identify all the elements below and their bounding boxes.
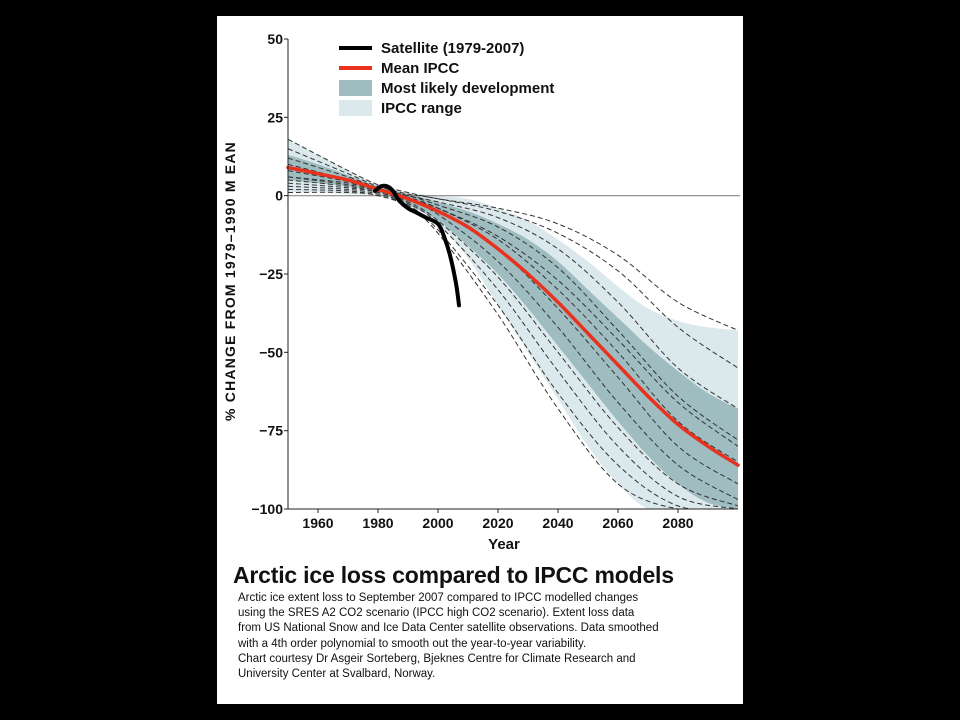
x-tick-label: 2060 <box>602 515 633 531</box>
y-axis-title: % CHANGE FROM 1979–1990 M EAN <box>222 141 238 421</box>
model-line-8 <box>288 182 738 507</box>
y-tick-label: −75 <box>259 423 283 439</box>
caption-body: Arctic ice extent loss to September 2007… <box>238 592 659 681</box>
model-line-11 <box>288 191 738 509</box>
y-tick-label: −50 <box>259 344 283 360</box>
x-tick-label: 2000 <box>422 515 453 531</box>
x-tick-label: 2020 <box>482 515 513 531</box>
x-tick-label: 1980 <box>362 515 393 531</box>
legend-label: Satellite (1979-2007) <box>381 40 524 57</box>
model-line-9 <box>288 185 738 509</box>
most-likely-band <box>288 154 738 509</box>
legend-swatch-patch <box>339 80 372 96</box>
x-tick-label: 1960 <box>302 515 333 531</box>
caption-title: Arctic ice loss compared to IPCC models <box>233 562 674 588</box>
legend-label: Most likely development <box>381 80 554 97</box>
y-tick-label: 0 <box>275 188 283 204</box>
legend-label: Mean IPCC <box>381 60 460 77</box>
x-tick-label: 2040 <box>542 515 573 531</box>
x-tick-label: 2080 <box>662 515 693 531</box>
y-tick-label: 25 <box>267 109 283 125</box>
y-tick-label: −100 <box>251 501 283 517</box>
model-line-2 <box>288 148 738 369</box>
mean-ipcc-line <box>286 165 740 467</box>
satellite-line <box>373 183 461 308</box>
figure-panel: 50 25 0 −25 −50 −75 −100 1960 1980 2000 2020 2040 20… <box>217 16 743 704</box>
y-tick-label: 50 <box>267 31 283 47</box>
ice-loss-chart: 50 25 0 −25 −50 −75 −100 1960 1980 2000 2020 2040 20… <box>222 31 740 553</box>
model-line-12 <box>288 176 738 447</box>
legend-swatch-patch <box>339 100 372 116</box>
model-line-3 <box>288 157 738 410</box>
y-tick-label: −25 <box>259 266 283 282</box>
legend-label: IPCC range <box>381 100 462 117</box>
x-axis-title: Year <box>488 536 520 553</box>
